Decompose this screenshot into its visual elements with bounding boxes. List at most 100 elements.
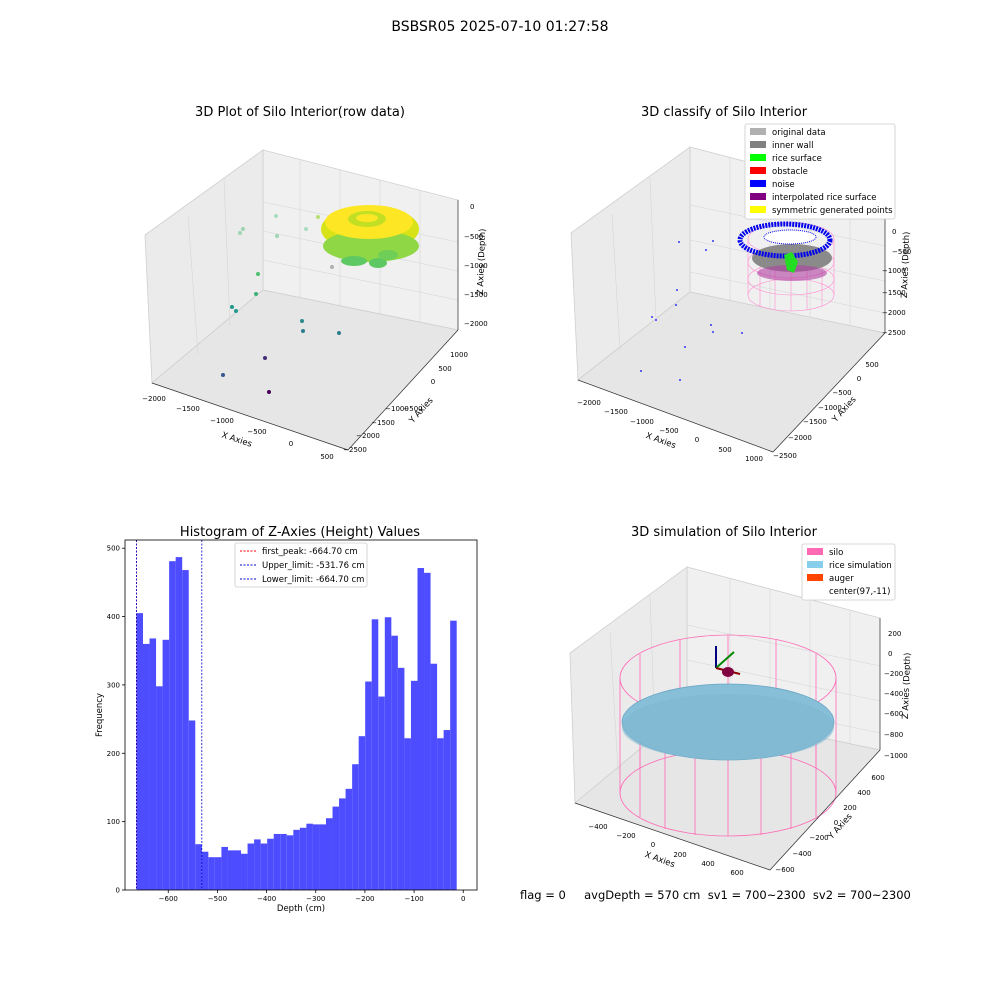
raw-x-tick: −500 [247, 428, 266, 436]
legend-swatch-interpolated [750, 193, 766, 200]
histogram-x-tick-label: −200 [355, 895, 374, 903]
raw-point [234, 309, 238, 313]
panel-classify-3d: 3D classify of Silo Interior [570, 105, 912, 463]
raw-point [301, 329, 305, 333]
histogram-bar [156, 686, 163, 890]
raw-point [275, 234, 279, 238]
histogram-vlines [136, 540, 203, 890]
sim-z-tick: −800 [884, 731, 903, 739]
legend-label: obstacle [772, 167, 808, 177]
sim-x-axis [574, 802, 771, 871]
histogram-bar [182, 570, 189, 890]
classify-x-tick: −1500 [604, 408, 628, 416]
legend-label: interpolated rice surface [772, 193, 877, 203]
histogram-bar [162, 639, 170, 890]
classify-y-tick: 0 [857, 375, 861, 383]
histogram-bar [339, 798, 346, 890]
sim-x-label: X Axies [643, 850, 676, 870]
sim-auger [715, 646, 741, 677]
histogram-bar [410, 680, 418, 890]
raw-x-tick: −1500 [176, 405, 200, 413]
classify-noise-point [705, 249, 707, 251]
histogram-bar [221, 846, 228, 890]
histogram-bar [430, 663, 438, 890]
sim-y-tick: 0 [834, 819, 838, 827]
panel-histogram: Histogram of Z-Axies (Height) Values −60… [95, 525, 478, 914]
legend-swatch-auger [807, 574, 823, 581]
raw-point [330, 265, 334, 269]
histogram-y-label: Frequency [95, 693, 105, 737]
raw-x-tick: 0 [289, 440, 293, 448]
raw-z-tick: −2000 [464, 320, 488, 328]
histogram-y-tick-label: 100 [107, 818, 120, 826]
histogram-y-tick-label: 400 [107, 613, 120, 621]
sim-z-tick: 200 [888, 630, 901, 638]
classify-y-tick: −2500 [773, 452, 797, 460]
raw-x-axis [151, 382, 349, 451]
sim-x-tick: 400 [701, 860, 714, 868]
legend-label: auger [829, 574, 854, 584]
simulation-plot-title: 3D simulation of Silo Interior [631, 525, 818, 540]
classify-y-tick: −1000 [818, 404, 842, 412]
legend-swatch-silo [807, 548, 823, 555]
raw-point [274, 214, 278, 218]
histogram-bar [280, 833, 287, 890]
histogram-bar [391, 635, 398, 890]
classify-noise-point [741, 332, 743, 334]
legend-swatch-inner-wall [750, 141, 766, 148]
classify-z-tick: −2000 [882, 309, 906, 317]
legend-label: symmetric generated points [772, 206, 893, 216]
raw-point [304, 227, 308, 231]
histogram-bar [404, 738, 411, 890]
raw-point [241, 227, 245, 231]
raw-point [256, 272, 260, 276]
legend-label: rice surface [772, 154, 822, 164]
classify-y-tick: −2000 [788, 434, 812, 442]
classify-z-tick: −1500 [882, 289, 906, 297]
raw-point [221, 373, 225, 377]
histogram-bar [241, 853, 248, 890]
sim-z-label: Z Axies (Depth) [901, 652, 913, 719]
histogram-bar [234, 850, 242, 890]
histogram-y-tick-label: 200 [107, 750, 120, 758]
histogram-bar [332, 806, 340, 890]
histogram-bar [424, 572, 431, 890]
histogram-bar [365, 681, 372, 890]
histogram-bar [299, 827, 307, 890]
histogram-bar [142, 643, 150, 890]
sim-y-tick: −200 [809, 834, 828, 842]
classify-noise-point [712, 331, 714, 333]
raw-x-tick: −2000 [142, 395, 166, 403]
histogram-y-tick-label: 500 [107, 545, 120, 553]
classify-noise-ring [737, 221, 833, 259]
histogram-bar [169, 561, 176, 890]
histogram-title: Histogram of Z-Axies (Height) Values [180, 525, 420, 540]
raw-z-tick: −500 [464, 233, 483, 241]
classify-x-axis [577, 379, 774, 453]
histogram-axes-frame [124, 539, 478, 891]
classify-x-tick: 500 [718, 446, 731, 454]
histogram-x-tick-label: −300 [306, 895, 325, 903]
histogram-bar [214, 857, 222, 890]
sim-y-axis [769, 749, 881, 871]
classify-noise-point [679, 379, 681, 381]
histogram-bar [345, 788, 353, 890]
raw-point [230, 305, 234, 309]
histogram-bar [149, 638, 157, 890]
sim-x-tick: −400 [588, 823, 607, 831]
classify-x-tick: −1000 [630, 418, 654, 426]
histogram-bar [188, 720, 196, 890]
raw-z-tick: −1500 [464, 291, 488, 299]
sim-z-tick: −1000 [884, 752, 908, 760]
classify-noise-point [651, 316, 653, 318]
histogram-legend: first_peak: -664.70 cm Upper_limit: -531… [234, 542, 368, 588]
histogram-x-tick-label: −400 [257, 895, 276, 903]
histogram-x-tick-label: 0 [461, 895, 465, 903]
raw-ring-cloud [321, 205, 419, 268]
histogram-bar [371, 619, 379, 890]
histogram-bar [293, 829, 300, 890]
raw-z-tick: −1000 [464, 262, 488, 270]
sim-y-tick: −400 [792, 850, 811, 858]
classify-noise-point [675, 304, 677, 306]
classify-noise-point [655, 319, 657, 321]
